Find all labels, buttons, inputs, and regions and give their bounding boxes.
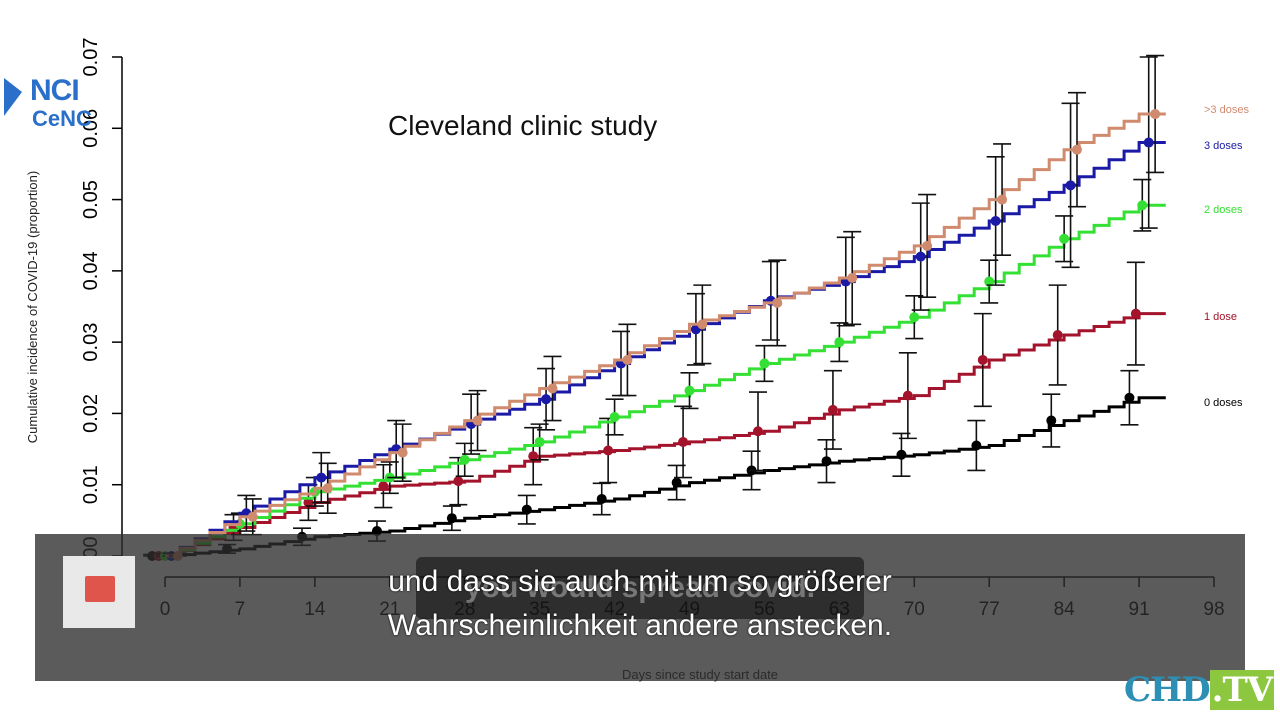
data-point [1071, 144, 1082, 155]
data-point [1065, 180, 1076, 191]
nci-logo: NCI CeNC [4, 72, 160, 134]
y-tick-label: 0.02 [80, 394, 102, 433]
legend-label: 0 doses [1204, 397, 1243, 409]
data-point [922, 240, 933, 251]
data-point [1143, 137, 1154, 148]
video-thumbnail[interactable] [63, 556, 135, 628]
data-point [316, 472, 327, 483]
data-point [247, 511, 258, 522]
data-point [909, 312, 920, 323]
data-point [1059, 233, 1070, 244]
y-tick-label: 0.05 [80, 180, 102, 219]
nci-flag-icon [4, 78, 22, 116]
data-point [834, 337, 845, 348]
data-point [1137, 200, 1148, 211]
data-point [622, 354, 633, 365]
data-point [378, 481, 389, 492]
data-point [541, 394, 552, 405]
tv-logo-text: .TV [1209, 670, 1275, 710]
legend-label: 2 doses [1204, 204, 1243, 216]
y-tick-label: 0.01 [80, 465, 102, 504]
data-point [671, 477, 682, 488]
chd-tv-logo: CHD.TV [1124, 670, 1275, 710]
series-line [165, 312, 1166, 558]
data-point [453, 476, 464, 487]
nci-logo-text: NCI [30, 74, 80, 107]
record-icon [85, 576, 115, 602]
data-point [759, 358, 770, 369]
subtitle: und dass sie auch mit um so größerer Wah… [60, 560, 1220, 648]
data-point [984, 276, 995, 287]
cenc-logo-text: CeNC [32, 106, 92, 131]
data-point [521, 504, 532, 515]
data-point [472, 415, 483, 426]
y-tick-label: 0.07 [80, 38, 102, 77]
data-point [303, 497, 314, 508]
data-point [990, 215, 1001, 226]
data-point [753, 426, 764, 437]
series-line [165, 112, 1166, 558]
data-point [821, 456, 832, 467]
subtitle-line-1: und dass sie auch mit um so größerer [388, 565, 892, 598]
data-point [371, 526, 382, 537]
data-point [977, 354, 988, 365]
data-point [915, 251, 926, 262]
burned-in-caption: you would spread covid. [416, 557, 864, 619]
data-point [322, 483, 333, 494]
data-point [459, 454, 470, 465]
y-tick-label: 0.04 [80, 251, 102, 290]
chart-labels: 0 doses 1 dose 2 doses 3 doses >3 doses [1204, 104, 1249, 409]
data-point [528, 451, 539, 462]
data-point [678, 436, 689, 447]
burned-in-caption-text: you would spread covid. [464, 571, 816, 604]
data-point [772, 297, 783, 308]
data-point [902, 390, 913, 401]
y-tick-label: 0.03 [80, 323, 102, 362]
chd-logo-text: CHD [1124, 670, 1211, 710]
chart-title: Cleveland clinic study [388, 110, 657, 141]
subtitle-line-2: Wahrscheinlichkeit andere anstecken. [387, 609, 893, 642]
data-point [534, 436, 545, 447]
y-tick-label: 0.06 [80, 109, 102, 148]
data-point [697, 319, 708, 330]
data-point [547, 383, 558, 394]
data-point [1046, 415, 1057, 426]
legend-label: >3 doses [1204, 104, 1249, 116]
data-point [603, 445, 614, 456]
data-point [997, 194, 1008, 205]
data-point [397, 447, 408, 458]
data-point [1052, 330, 1063, 341]
data-point [971, 440, 982, 451]
data-point [446, 513, 457, 524]
data-point [684, 385, 695, 396]
data-point [847, 272, 858, 283]
data-point [1130, 308, 1141, 319]
legend-label: 1 dose [1204, 311, 1237, 323]
legend-label: 3 doses [1204, 140, 1243, 152]
data-point [827, 404, 838, 415]
data-point [1124, 392, 1135, 403]
data-point [609, 411, 620, 422]
data-point [1150, 109, 1161, 120]
y-axis-label: Cumulative incidence of COVID-19 (propor… [25, 171, 40, 443]
data-point [896, 449, 907, 460]
data-point [596, 493, 607, 504]
